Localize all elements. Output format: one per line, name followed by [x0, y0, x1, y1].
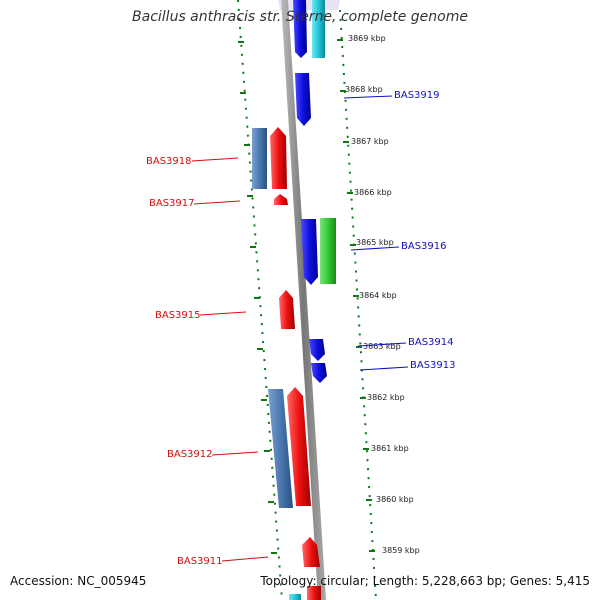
- gene-label-bas3917[interactable]: BAS3917: [149, 198, 195, 209]
- right-tick-marks: [337, 39, 375, 552]
- left-tick-marks: [238, 41, 277, 554]
- gene-feature-cyan-bottom[interactable]: [289, 594, 301, 600]
- gene-label-bas3916[interactable]: BAS3916: [401, 241, 447, 252]
- scale-label-3860: 3860 kbp: [376, 495, 414, 504]
- gene-feature-bas3914[interactable]: [309, 339, 325, 361]
- scale-label-3867: 3867 kbp: [351, 137, 389, 146]
- gene-feature-bas3916[interactable]: [301, 219, 318, 285]
- gene-label-bas3919[interactable]: BAS3919: [394, 90, 440, 101]
- gene-label-bas3918[interactable]: BAS3918: [146, 156, 192, 167]
- gene-label-bas3914[interactable]: BAS3914: [408, 337, 454, 348]
- gene-feature-bas3911[interactable]: [302, 537, 320, 567]
- scale-label-3866: 3866 kbp: [354, 188, 392, 197]
- genome-backbone: [281, 0, 326, 600]
- right-track-boundary: [339, 9, 377, 600]
- gene-feature-red-bottom[interactable]: [307, 586, 321, 600]
- scale-label-3863: 3863 kbp: [363, 342, 401, 351]
- gene-feature-bas3918[interactable]: [270, 127, 287, 189]
- accession-text: Accession: NC_005945: [10, 574, 147, 588]
- gene-label-bas3911[interactable]: BAS3911: [177, 556, 223, 567]
- topology-text: Topology: circular; Length: 5,228,663 bp…: [260, 574, 590, 588]
- gene-feature-cyan-top[interactable]: [312, 0, 325, 58]
- scale-label-3865: 3865 kbp: [356, 238, 394, 247]
- gene-feature-bas3915[interactable]: [279, 290, 295, 329]
- scale-label-3864: 3864 kbp: [359, 291, 397, 300]
- gene-label-leaders: [191, 95, 409, 562]
- gene-label-bas3912[interactable]: BAS3912: [167, 449, 213, 460]
- genome-title: Bacillus anthracis str. Sterne, complete…: [132, 9, 468, 25]
- gene-feature-green[interactable]: [320, 218, 336, 284]
- gene-feature-steel-1[interactable]: [252, 128, 267, 189]
- scale-label-3862: 3862 kbp: [367, 393, 405, 402]
- left-track-boundary: [237, 0, 283, 600]
- gene-label-bas3915[interactable]: BAS3915: [155, 310, 201, 321]
- scale-label-3869: 3869 kbp: [348, 34, 386, 43]
- gene-feature-bas3917[interactable]: [274, 194, 288, 205]
- scale-label-3861: 3861 kbp: [371, 444, 409, 453]
- gene-feature-bas3913[interactable]: [311, 363, 327, 383]
- gene-feature-bas3912[interactable]: [287, 387, 311, 506]
- scale-label-3859: 3859 kbp: [382, 546, 420, 555]
- gene-feature-steel-2[interactable]: [268, 389, 293, 508]
- gene-feature-bas3919[interactable]: [295, 73, 311, 126]
- gene-feature-blue-top[interactable]: [293, 0, 307, 58]
- gene-label-bas3913[interactable]: BAS3913: [410, 360, 456, 371]
- scale-label-3868: 3868 kbp: [345, 85, 383, 94]
